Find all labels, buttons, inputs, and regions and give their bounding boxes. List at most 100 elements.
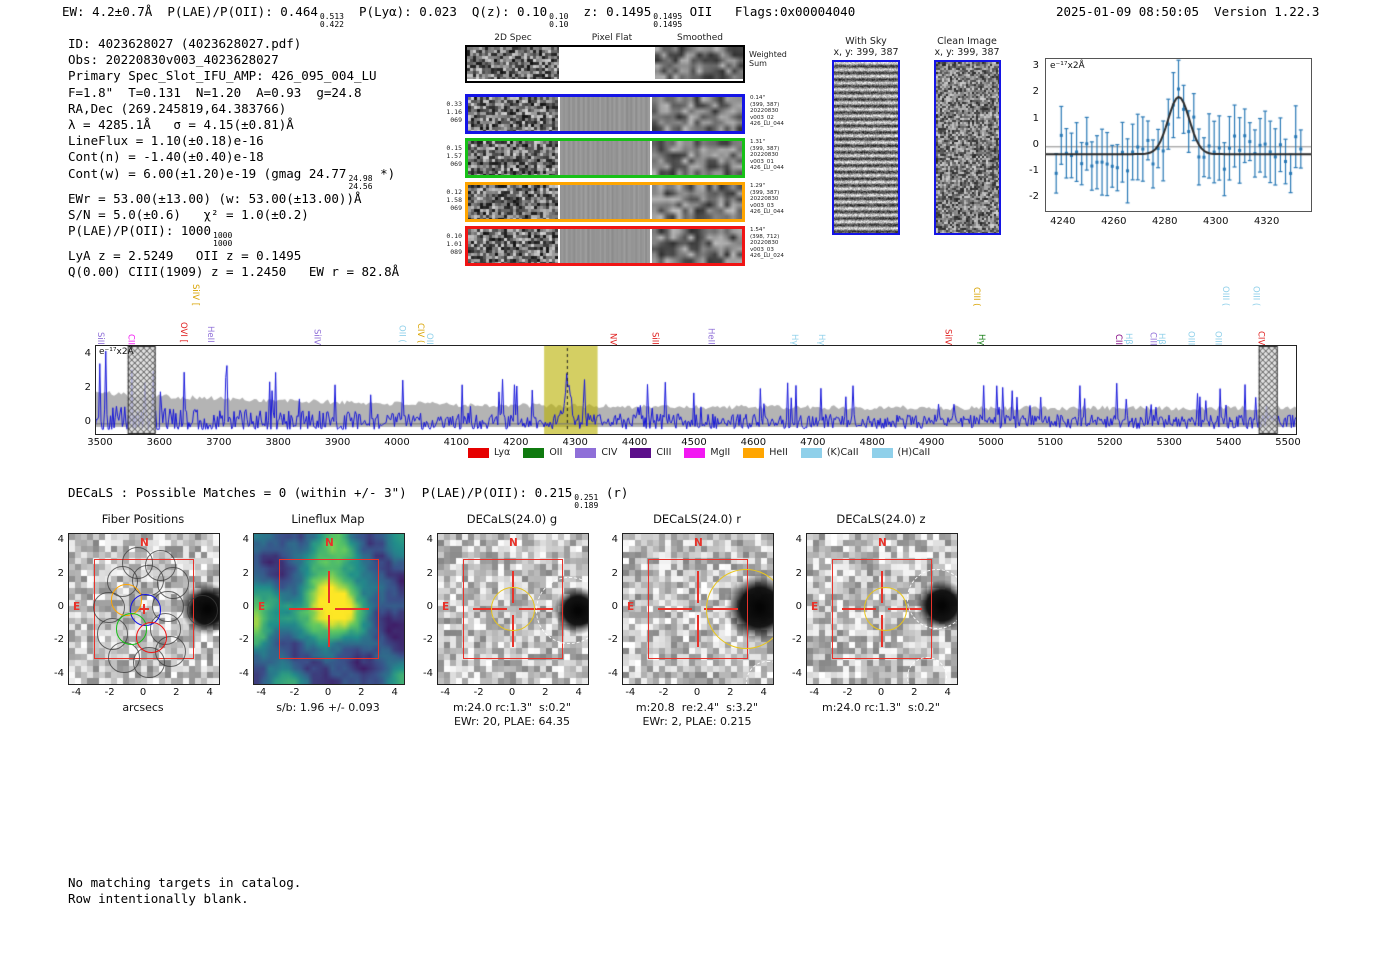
- highlighted-fiber-circle: [135, 621, 168, 654]
- legend-item: HeII: [743, 447, 788, 458]
- cutout-row-annotation: 0.14" (399, 387) 20220830 v003_02 426_LU_044: [750, 95, 800, 128]
- weighted-sum-label: Weighted Sum: [749, 50, 787, 68]
- subscript-value: 0.1495: [653, 20, 683, 29]
- cutout-annotation-line: 0.14": [750, 95, 766, 101]
- spectrum-line-label: Hγ (: [976, 333, 987, 351]
- panel-x-tick-label: 4: [575, 687, 582, 698]
- cutout-weight-line: 069: [450, 160, 462, 168]
- panel-y-tick-label: 4: [426, 534, 433, 546]
- panel-x-tick-label: -2: [473, 687, 484, 698]
- spectrum-line-label: OII (: [396, 325, 407, 343]
- sup-sub-fraction: 0.513 0.422: [320, 13, 344, 29]
- text-segment: F=1.8" T=0.131 N=1.20 A=0.93 g=24.8: [68, 84, 362, 100]
- timestamp-version: 2025-01-09 08:50:05 Version 1.22.3: [1056, 4, 1320, 19]
- info-line: F=1.8" T=0.131 N=1.20 A=0.93 g=24.8: [68, 85, 399, 101]
- panel-x-tick-label: 4: [760, 687, 767, 698]
- text-segment: z: 0.1495: [568, 4, 652, 19]
- inset-plot-frame: [1045, 58, 1312, 212]
- fiber-cutout-row: [465, 94, 745, 134]
- panel-y-tick-label: 0: [57, 601, 64, 612]
- text-segment: DECaLS : Possible Matches = 0 (within +/…: [68, 485, 573, 500]
- cutout-smoothed-image: [652, 141, 742, 175]
- spectrum-line-label: CII (: [125, 334, 136, 351]
- spectrum-x-tick-label: 4200: [503, 437, 529, 448]
- cutout-annotation-line: v003_02: [750, 114, 774, 121]
- panel-x-tick-label: 0: [693, 687, 701, 698]
- spectrum-line-label: SiIV (: [942, 328, 953, 351]
- cutout-row-annotation: 1.54" (398, 712) 20220830 v003_03 426_LU_024: [750, 227, 800, 260]
- cutout-weight-line: 1.57: [446, 152, 462, 160]
- spectrum-x-tick-label: 5000: [978, 437, 1004, 448]
- panel-x-tick-label: -2: [658, 687, 669, 698]
- panel-x-tick-label: -2: [289, 687, 300, 698]
- weighted-sum-row: [465, 45, 745, 83]
- panel-title: DECaLS(24.0) g: [466, 512, 558, 526]
- panel-y-tick-label: -4: [608, 667, 618, 679]
- text-segment: P(Lyα): 0.023: [343, 4, 472, 19]
- subscript-value: 0.422: [319, 20, 344, 29]
- crosshair-top: [512, 570, 514, 604]
- sup-sub-fraction: 24.98 24.56: [348, 174, 372, 191]
- panel-y-tick-label: 2: [795, 567, 802, 579]
- info-line: RA,Dec (269.245819,64.383766): [68, 101, 399, 117]
- panel-title: DECaLS(24.0) z: [836, 512, 926, 526]
- inset-y-tick-label: -2: [1029, 191, 1039, 203]
- spectrum-line-label: OIII (: [1250, 285, 1261, 306]
- footer-notes: No matching targets in catalog. Row inten…: [68, 875, 301, 906]
- cutout-row-weights: 0.15 1.57 069: [438, 144, 462, 168]
- legend-label: Lyα: [494, 447, 511, 458]
- legend-swatch: [871, 447, 893, 458]
- subscript-value: 0.10: [549, 20, 569, 29]
- spectrum-y-tick-label: 4: [84, 348, 91, 360]
- footer-note-line: Row intentionally blank.: [68, 890, 249, 906]
- spectrum-line-label: CIII (: [970, 286, 981, 306]
- legend-swatch: [468, 447, 489, 458]
- panel-y-tick-label: 2: [611, 567, 618, 579]
- clean-image-title: Clean Image: [937, 36, 997, 47]
- clean-image-coords: x, y: 399, 387: [934, 47, 1000, 58]
- fiber-cutout-row: [465, 226, 745, 266]
- spectrum-legend: Lyα OII CIV CIII MgII HeII (K)CaII (H)CaII: [468, 447, 930, 458]
- legend-label: (K)CaII: [826, 447, 859, 458]
- cutout-annotation-line: 426_LU_044: [750, 165, 784, 172]
- text-segment: Cont(w) = 6.00(±1.20)e-19 (gmag 24.77: [68, 165, 347, 181]
- legend-item: CIV: [575, 447, 617, 458]
- panel-x-tick-label: -4: [625, 687, 636, 698]
- spectrum-line-label: Hβ (: [1156, 333, 1167, 351]
- legend-item: CIII: [630, 447, 671, 458]
- legend-swatch: [575, 447, 597, 458]
- sup-sub-fraction: 1000 1000: [213, 232, 232, 248]
- legend-label: CIV: [601, 447, 618, 458]
- panel-title: Lineflux Map: [291, 512, 365, 526]
- panel-x-tick-label: -4: [71, 687, 82, 698]
- panel-y-tick-label: -4: [54, 667, 64, 679]
- inset-y-tick-label: -1: [1029, 165, 1039, 176]
- panel-caption-2: EWr: 2, PLAE: 0.215: [642, 715, 752, 728]
- panel-x-tick-label: 4: [944, 687, 951, 698]
- info-line: Obs: 20220830v003_4023628027: [68, 52, 399, 68]
- inset-x-tick-label: 4280: [1152, 216, 1178, 227]
- legend-item: Lyα: [468, 447, 510, 458]
- cutout-annotation-line: (398, 712): [750, 233, 780, 240]
- spectrum-line-label: Hγ (: [815, 333, 826, 351]
- text-segment: RA,Dec (269.245819,64.383766): [68, 100, 287, 116]
- cutout-row-annotation: 1.29" (399, 387) 20220830 v003_03 426_LU_044: [750, 183, 800, 216]
- crosshair-bottom: [328, 614, 330, 648]
- spectrum-x-tick-label: 3600: [146, 437, 173, 448]
- inset-y-tick-label: 3: [1032, 60, 1039, 72]
- cutout-weight-line: 1.16: [446, 108, 462, 116]
- superscript-value: 1000: [213, 231, 233, 241]
- spectrum-x-tick-label: 3800: [265, 437, 291, 448]
- crosshair-left: [289, 608, 324, 610]
- spectrum-y-tick-label: 0: [84, 415, 91, 427]
- spectrum-line-label: CIV (: [414, 322, 425, 343]
- panel-y-tick-label: -2: [608, 634, 618, 646]
- spectrum-x-tick-label: 4900: [918, 437, 945, 448]
- spectrum-x-tick-label: 4700: [800, 437, 826, 448]
- clean-image-image: [936, 62, 999, 233]
- legend-label: MgII: [710, 447, 731, 458]
- panel-y-tick-label: -2: [239, 634, 249, 646]
- panel-y-tick-label: 0: [242, 601, 249, 612]
- panel-y-tick-label: 4: [57, 534, 64, 546]
- compass-east-label: E: [73, 601, 81, 613]
